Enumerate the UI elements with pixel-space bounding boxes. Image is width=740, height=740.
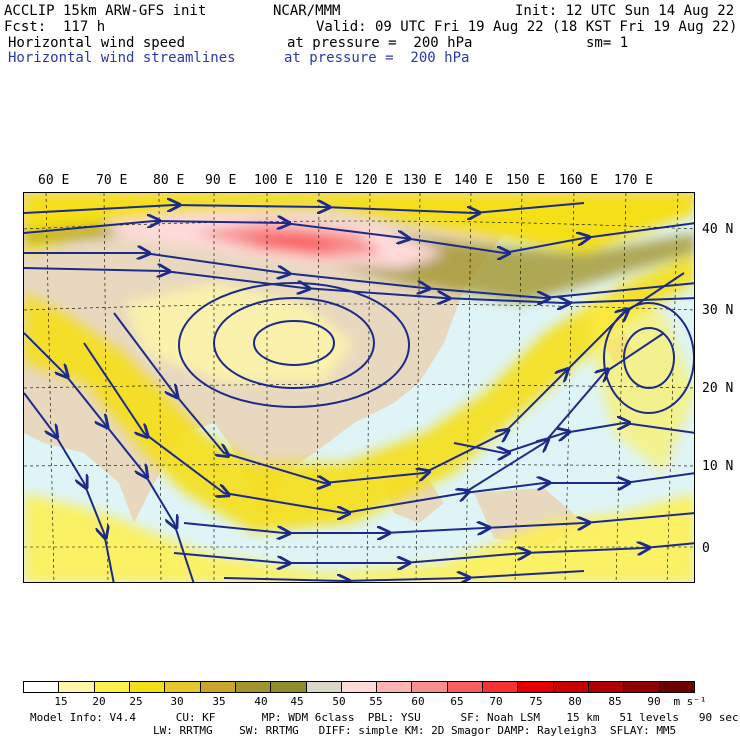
colorbar-tick: 15 [54,695,68,708]
lon-label: 100 E [254,173,294,188]
colorbar-cell [235,682,272,692]
colorbar-cell [589,682,625,692]
colorbar-cell [59,682,95,692]
footer-model-info: Model Info: V4.4 CU: KF MP: WDM 6class P… [30,711,739,724]
field1-name: Horizontal wind speed [8,35,186,51]
colorbar-cell [271,682,307,692]
colorbar-cell [200,682,236,692]
init-time: Init: 12 UTC Sun 14 Aug 22 [515,3,735,19]
wind-map [23,192,695,583]
valid-time: Valid: 09 UTC Fri 19 Aug 22 (18 KST Fri … [316,19,738,35]
lon-label: 130 E [403,173,443,188]
lat-label: 20 N [702,381,734,396]
lon-label: 80 E [153,173,185,188]
colorbar-tick: 70 [489,695,503,708]
field2-level: at pressure = 200 hPa [284,50,470,66]
colorbar-cell [24,682,60,692]
colorbar-cell [94,682,130,692]
colorbar-tick: 25 [129,695,143,708]
colorbar-tick: 45 [290,695,304,708]
colorbar-cell [553,682,589,692]
colorbar-tick: 30 [170,695,184,708]
colorbar-cell [447,682,484,692]
model-title: ACCLIP 15km ARW-GFS init [4,3,207,19]
lon-label: 150 E [506,173,546,188]
colorbar-tick: 40 [254,695,268,708]
field2-name: Horizontal wind streamlines [8,50,236,66]
colorbar-tick: 20 [92,695,106,708]
colorbar-cell [377,682,413,692]
lon-label: 90 E [205,173,237,188]
colorbar-cell [412,682,448,692]
colorbar-tick: 35 [212,695,226,708]
colorbar-tick: 65 [450,695,464,708]
lon-label: 70 E [96,173,128,188]
colorbar-cell [624,682,660,692]
footer-physics-info: LW: RRTMG SW: RRTMG DIFF: simple KM: 2D … [153,724,677,737]
wind-map-svg [24,193,694,582]
lon-label: 60 E [38,173,70,188]
colorbar-tick: 55 [369,695,383,708]
field1-level: at pressure = 200 hPa [287,35,473,51]
colorbar-tick: 85 [608,695,622,708]
colorbar-tick: 50 [332,695,346,708]
lon-label: 170 E [614,173,654,188]
colorbar-tick: 75 [529,695,543,708]
lon-label: 140 E [454,173,494,188]
colorbar-tick: 60 [411,695,425,708]
colorbar-unit: m s⁻¹ [673,695,707,708]
colorbar-cell [306,682,342,692]
colorbar-cell [518,682,554,692]
colorbar [23,681,695,693]
colorbar-tick: 80 [568,695,582,708]
forecast-hour: Fcst: 117 h [4,19,106,35]
colorbar-cell [483,682,519,692]
lat-label: 40 N [702,222,734,237]
colorbar-cell [165,682,201,692]
org-label: NCAR/MMM [273,3,341,19]
lat-label: 0 [702,541,710,556]
lat-label: 30 N [702,303,734,318]
streamlines [24,203,694,582]
colorbar-cell [129,682,166,692]
lon-label: 160 E [559,173,599,188]
smoothing-label: sm= 1 [586,35,629,51]
colorbar-tick: 90 [647,695,661,708]
lon-label: 110 E [304,173,344,188]
lat-label: 10 N [702,459,734,474]
colorbar-cell [659,682,694,692]
lon-label: 120 E [354,173,394,188]
colorbar-cell [341,682,378,692]
